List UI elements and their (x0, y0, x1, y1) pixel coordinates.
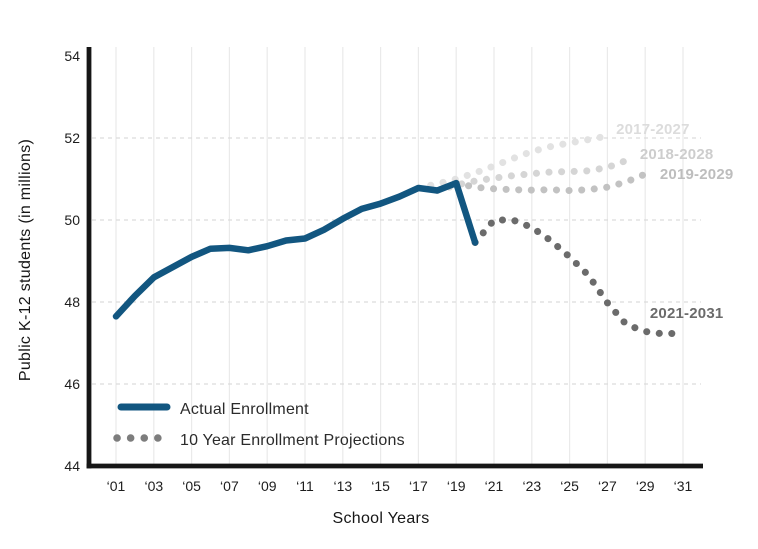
x-tick-label: ‘05 (182, 478, 201, 494)
y-tick-label: 50 (64, 212, 80, 228)
tick-labels: 54 52 50 48 46 44 ‘01 ‘03 ‘05 ‘07 ‘09 ‘11 ‘13 ‘15 ‘17 ‘… (64, 48, 692, 494)
legend-label-actual-enrollment: Actual Enrollment (180, 401, 309, 418)
y-tick-label: 54 (64, 48, 80, 64)
legend: Actual Enrollment 10 Year Enrollment Pro… (113, 401, 405, 449)
x-tick-label: ‘27 (598, 478, 617, 494)
y-axis-title: Public K-12 students (in millions) (17, 139, 34, 381)
x-tick-label: ‘01 (107, 478, 126, 494)
x-tick-label: ‘07 (220, 478, 239, 494)
x-tick-label: ‘31 (674, 478, 693, 494)
x-tick-label: ‘11 (296, 478, 314, 494)
axes (86, 47, 703, 469)
x-tick-label: ‘19 (447, 478, 466, 494)
x-tick-label: ‘25 (560, 478, 579, 494)
y-tick-label: 46 (64, 376, 80, 392)
x-tick-label: ‘13 (333, 478, 352, 494)
x-tick-label: ‘17 (409, 478, 428, 494)
projection-range-label: 2017-2027 (616, 121, 690, 138)
series-projection-line (414, 132, 611, 192)
projection-range-label: 2021-2031 (650, 305, 724, 322)
projection-range-label: 2019-2029 (660, 166, 734, 183)
x-axis-title: School Years (332, 510, 429, 527)
x-tick-label: ‘29 (636, 478, 655, 494)
y-tick-label: 44 (64, 458, 80, 474)
x-tick-label: ‘21 (485, 478, 504, 494)
x-tick-label: ‘09 (258, 478, 277, 494)
projection-range-label: 2018-2028 (640, 146, 714, 163)
y-tick-label: 48 (64, 294, 80, 310)
legend-label-projections: 10 Year Enrollment Projections (180, 432, 405, 449)
series-annotations: 2017-2027 2018-2028 2019-2029 2021-2031 (616, 121, 733, 322)
x-tick-label: ‘23 (522, 478, 541, 494)
series-lines (112, 132, 687, 338)
series-actual-enrollment (112, 179, 479, 320)
x-tick-label: ‘15 (371, 478, 390, 494)
series-projection-line (471, 216, 687, 338)
x-tick-label: ‘03 (144, 478, 163, 494)
y-tick-label: 52 (64, 130, 80, 146)
